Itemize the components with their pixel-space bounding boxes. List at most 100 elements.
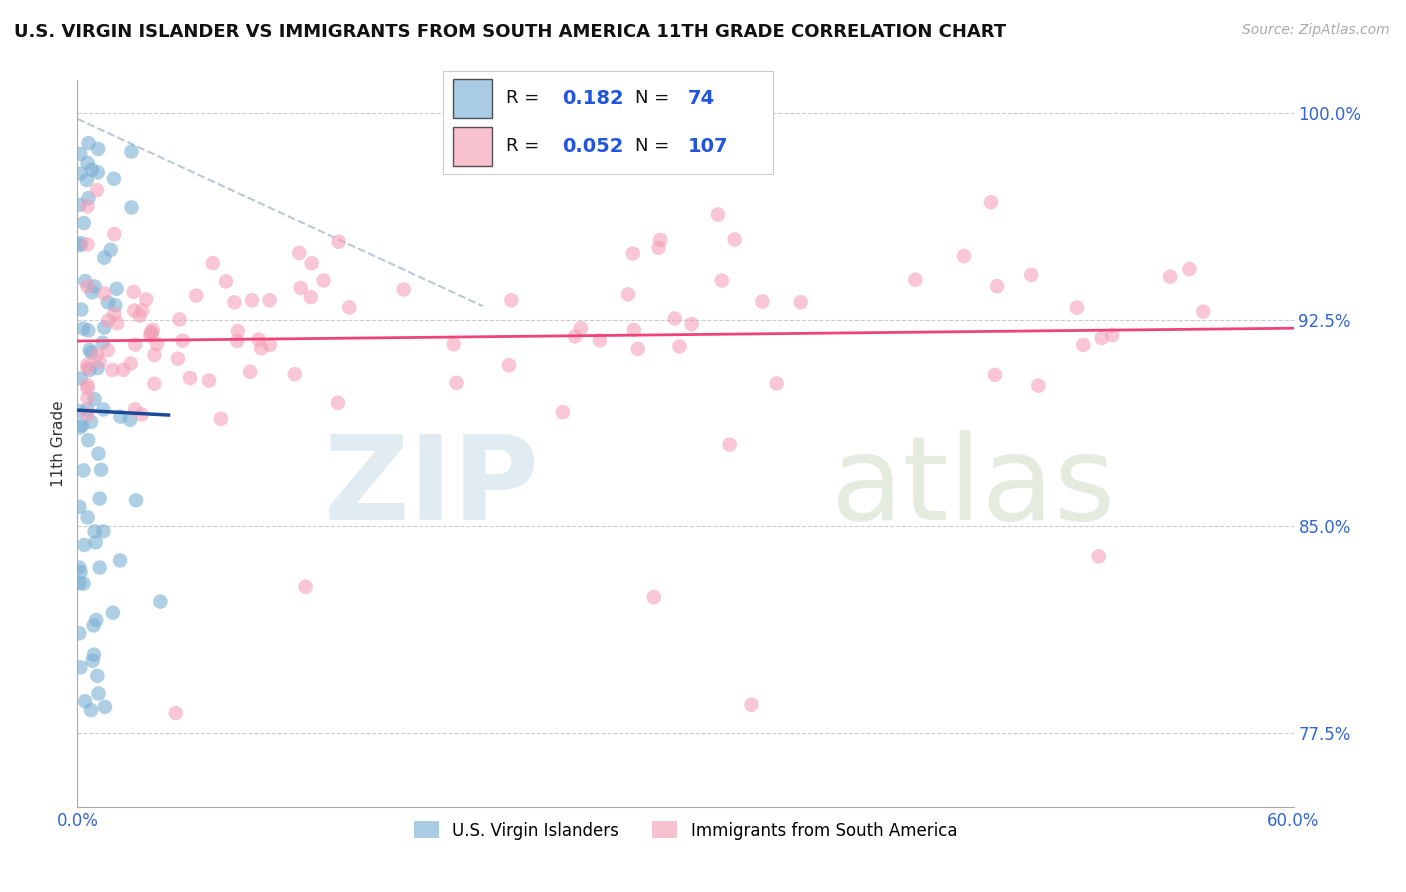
Point [77,191,100,205]
Point [73,216,96,230]
Point [93,320,115,334]
Point [446,376,468,390]
Point [97,295,120,310]
Point [70,302,93,317]
Point [73,538,96,552]
FancyBboxPatch shape [453,78,492,118]
Point [143,376,166,391]
Point [112,363,135,377]
Point [83,648,105,662]
Point [69,420,91,434]
Point [149,594,172,608]
FancyBboxPatch shape [453,127,492,166]
Point [93,286,115,301]
Point [84,535,107,549]
Point [76,510,98,524]
Point [146,337,169,351]
Point [108,553,131,567]
Point [139,325,162,339]
Text: ZIP: ZIP [323,430,540,545]
Point [288,246,311,260]
Point [97,313,120,327]
Point [986,279,1008,293]
Point [122,285,145,299]
Point [131,303,153,318]
Text: 0.052: 0.052 [562,136,623,156]
Point [1071,338,1094,352]
Point [240,293,263,308]
Point [643,590,665,604]
Point [201,256,224,270]
Point [984,368,1007,382]
Point [86,360,108,375]
Point [224,295,246,310]
Point [569,321,592,335]
Point [498,358,520,372]
Point [259,338,281,352]
Point [172,334,194,348]
Point [664,311,686,326]
Point [97,343,120,358]
Point [247,332,270,346]
Point [294,580,316,594]
Point [72,463,94,477]
Point [105,316,128,330]
Point [83,279,105,293]
Text: R =: R = [506,137,538,155]
Point [76,378,98,392]
Point [167,351,190,366]
Point [75,274,97,288]
Point [125,493,148,508]
Point [328,235,350,249]
Point [89,354,111,368]
Point [259,293,281,308]
Point [226,334,249,348]
Point [501,293,523,308]
Point [93,524,115,539]
Point [226,324,249,338]
Point [284,367,307,381]
Point [83,618,105,632]
Point [121,201,143,215]
Point [76,279,98,293]
Point [1091,331,1114,345]
Point [76,408,98,422]
Point [121,145,143,159]
Point [198,374,221,388]
Point [953,249,976,263]
Point [551,405,574,419]
Point [141,326,163,341]
Point [647,241,669,255]
Point [789,295,811,310]
Point [86,183,108,197]
Point [668,339,690,353]
Point [67,560,90,574]
Point [67,576,90,591]
Point [143,348,166,362]
Point [215,275,238,289]
Point [301,256,323,270]
Point [89,491,111,506]
Point [87,142,110,156]
Point [94,699,117,714]
Point [83,524,105,539]
Point [1192,304,1215,318]
Point [100,243,122,257]
Point [564,329,586,343]
Point [72,576,94,591]
Point [91,335,114,350]
Point [69,660,91,674]
Point [122,303,145,318]
Point [103,171,125,186]
Point [312,273,335,287]
Point [120,357,142,371]
Point [724,233,747,247]
Text: N =: N = [634,137,669,155]
Point [87,165,110,179]
Point [186,288,208,302]
Point [290,281,312,295]
Point [124,337,146,351]
Point [86,348,108,362]
Point [104,298,127,312]
Text: 0.182: 0.182 [562,88,623,108]
